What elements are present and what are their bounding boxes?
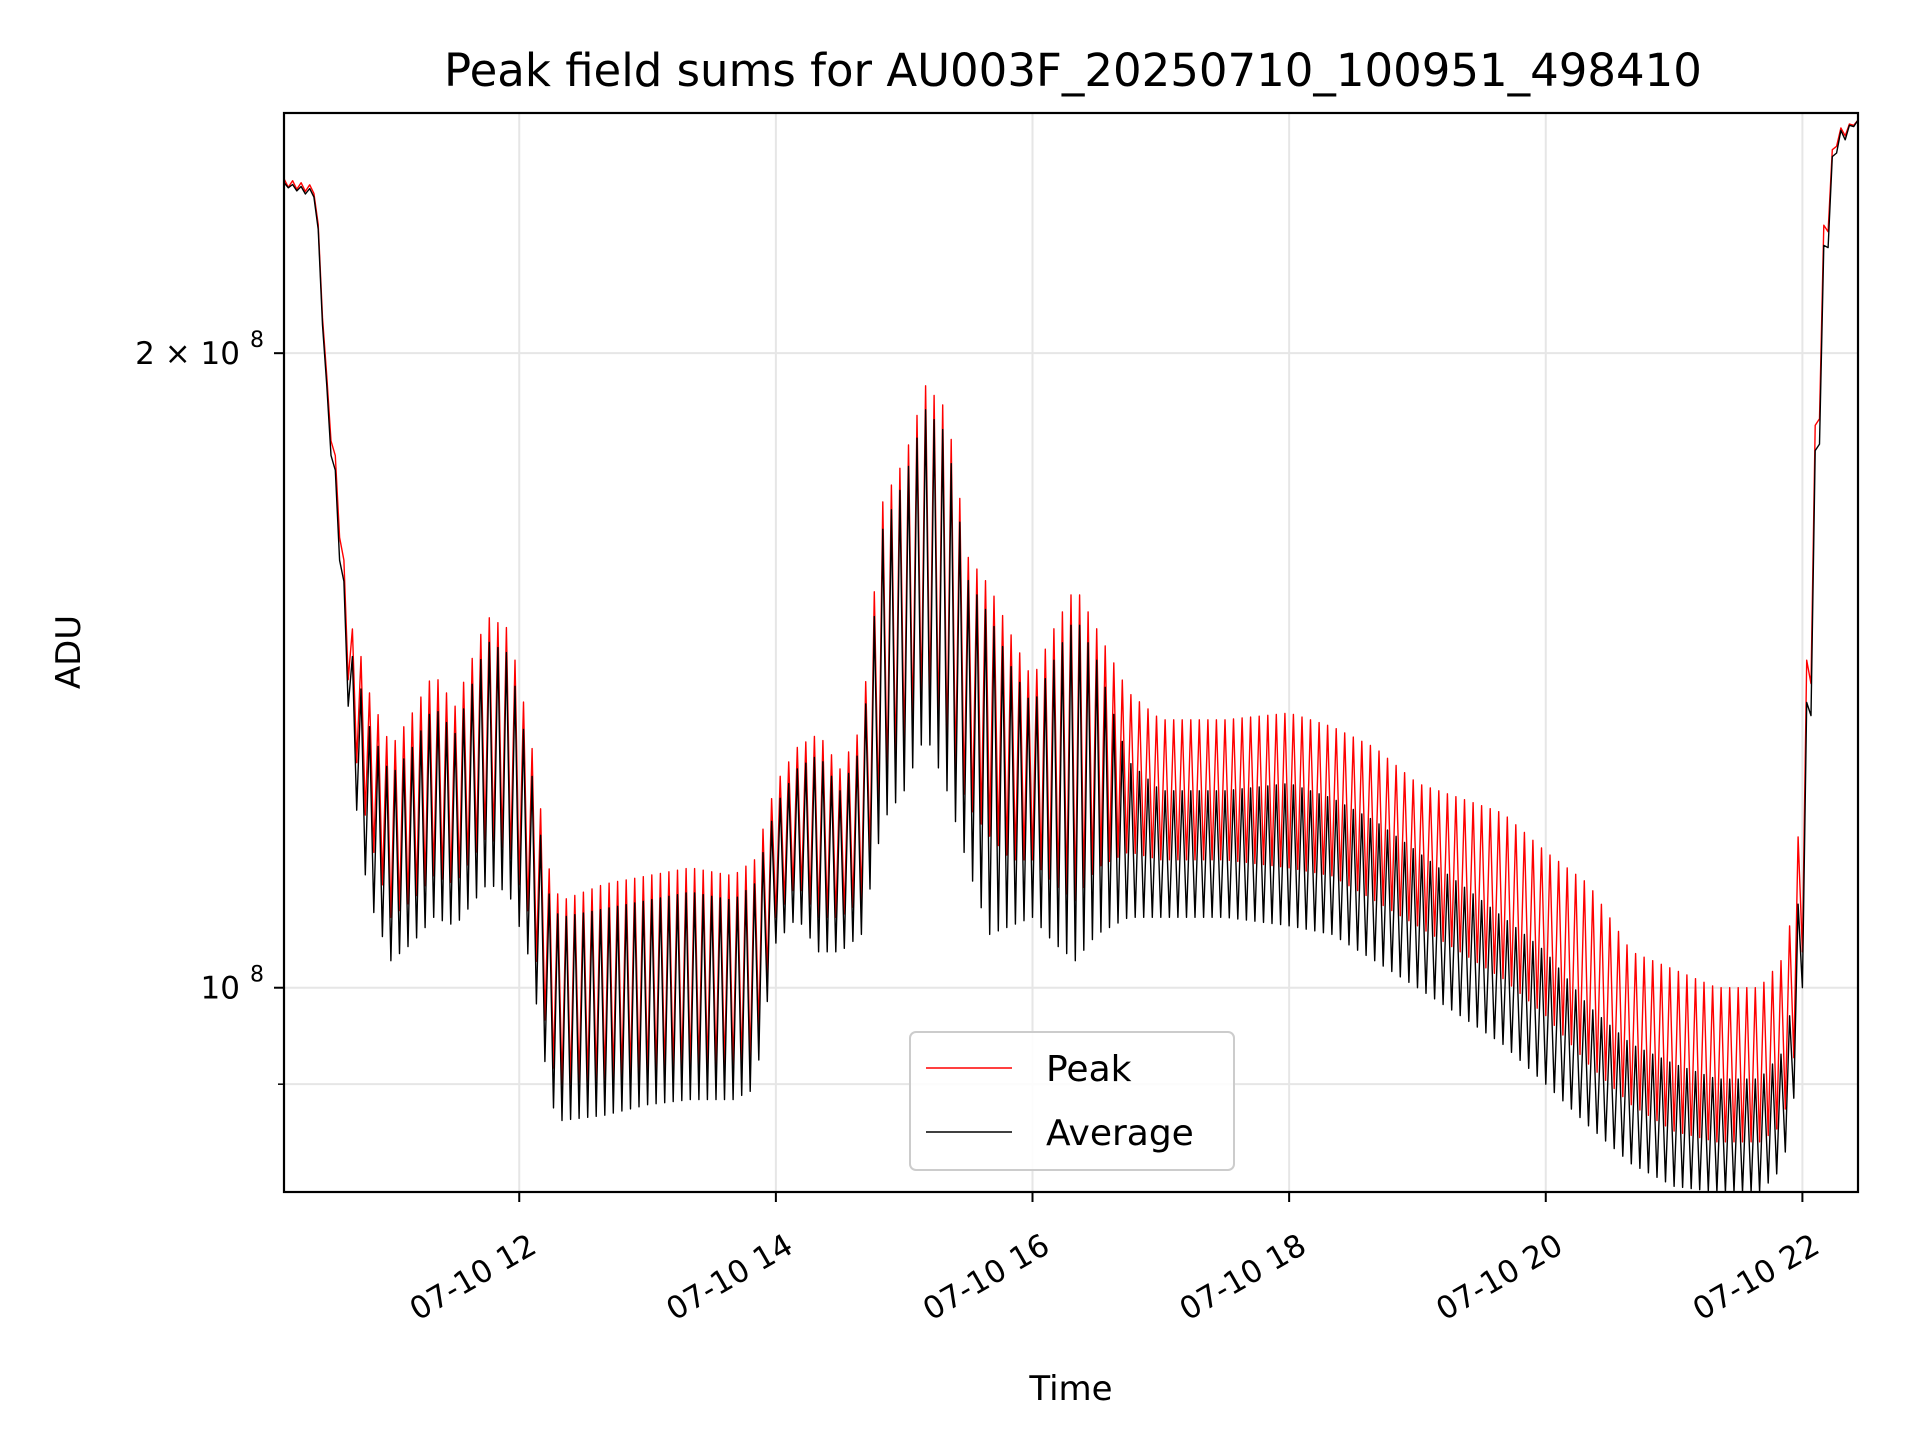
y-tick-label-exponent: 8 <box>250 328 264 353</box>
data-lines <box>284 119 1858 1192</box>
y-tick-label: 2 × 10 <box>135 336 240 372</box>
legend-label-average: Average <box>1046 1113 1194 1154</box>
legend-label-peak: Peak <box>1046 1049 1132 1090</box>
legend-box <box>909 1031 1235 1171</box>
series-line-peak <box>284 119 1858 1143</box>
y-tick-label: 10 <box>201 971 240 1007</box>
x-axis-label: Time <box>1028 1369 1112 1409</box>
series-line-average <box>284 119 1858 1192</box>
y-tick-label-exponent: 8 <box>250 963 264 988</box>
legend: Peak Average <box>909 1031 1235 1171</box>
chart-title: Peak field sums for AU003F_20250710_1009… <box>444 44 1702 97</box>
y-axis-label: ADU <box>49 615 89 689</box>
axes-frame <box>282 111 1860 1194</box>
